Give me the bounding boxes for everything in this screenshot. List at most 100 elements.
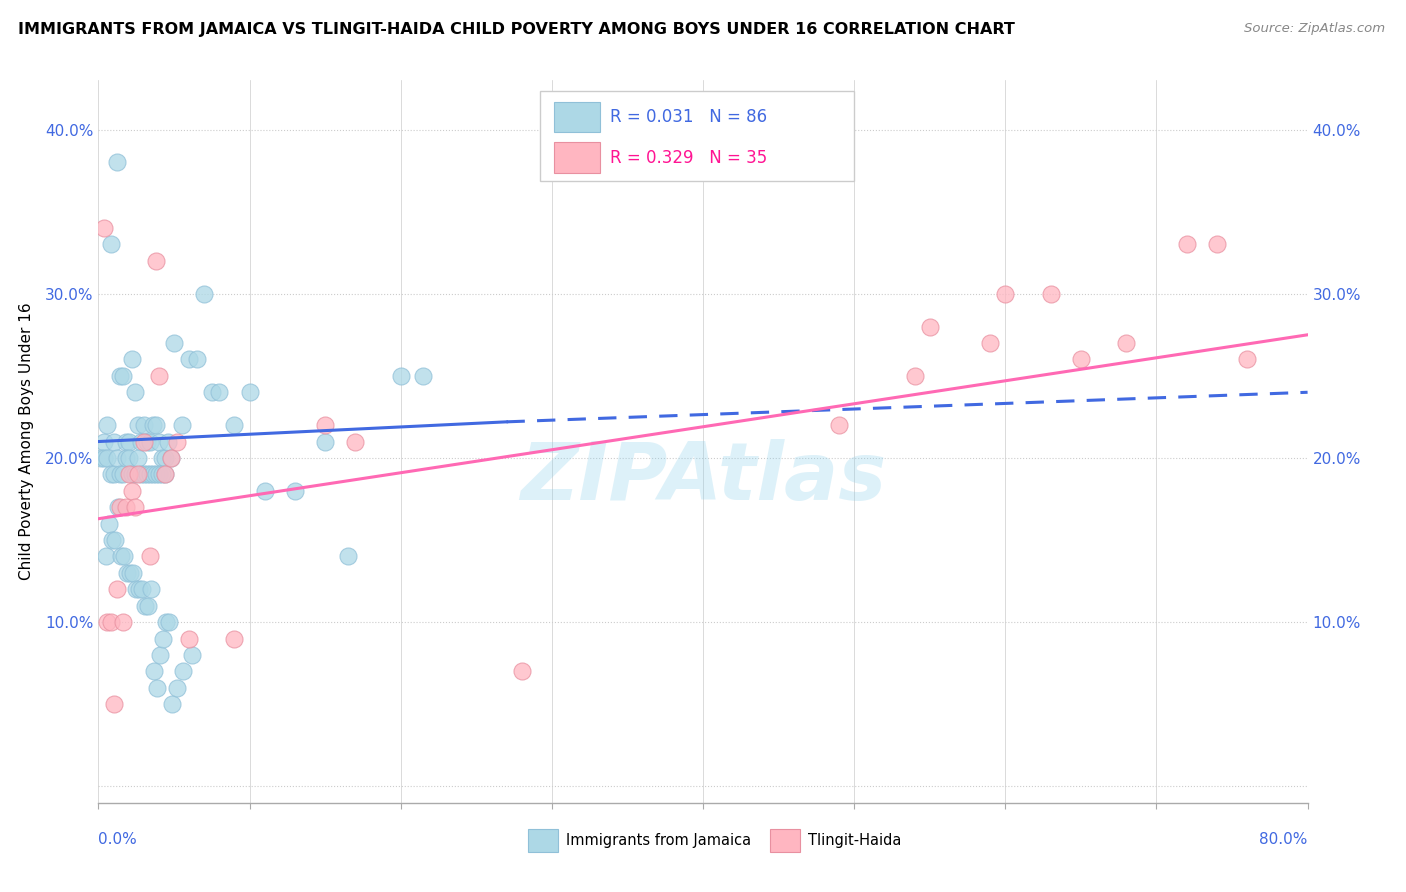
Point [127,467,149,482]
Text: R = 0.031   N = 86: R = 0.031 N = 86 [610,108,768,126]
Point [139,549,162,564]
Point [136,599,159,613]
Point [224,632,246,646]
Point [828,418,851,433]
Point [344,434,367,449]
Point [96,418,118,433]
Point [148,434,170,449]
Point [142,467,165,482]
Point [93,221,115,235]
Y-axis label: Child Poverty Among Boys Under 16: Child Poverty Among Boys Under 16 [18,302,34,581]
Point [114,434,136,449]
Point [155,615,177,630]
Point [145,253,167,268]
Point [224,418,246,433]
Text: Source: ZipAtlas.com: Source: ZipAtlas.com [1244,22,1385,36]
Point [127,450,149,465]
Point [105,582,128,597]
Point [336,549,359,564]
Point [139,467,162,482]
Point [112,549,135,564]
Point [94,549,117,564]
Text: ZIPAtlas: ZIPAtlas [520,439,886,516]
Point [98,516,121,531]
Text: R = 0.329   N = 35: R = 0.329 N = 35 [610,149,768,167]
Point [979,336,1001,351]
Point [179,352,201,367]
Text: Tlingit-Haida: Tlingit-Haida [808,833,901,848]
Point [1175,237,1198,252]
Point [148,368,170,383]
Point [208,385,231,400]
Text: IMMIGRANTS FROM JAMAICA VS TLINGIT-HAIDA CHILD POVERTY AMONG BOYS UNDER 16 CORRE: IMMIGRANTS FROM JAMAICA VS TLINGIT-HAIDA… [18,22,1015,37]
Point [93,434,115,449]
Point [108,368,131,383]
Point [412,368,434,383]
Point [152,632,174,646]
Point [148,467,170,482]
Text: 0.0%: 0.0% [98,831,138,847]
Point [132,418,155,433]
Point [1206,237,1229,252]
Point [129,434,152,449]
Point [314,418,336,433]
Point [146,681,169,695]
Point [108,500,131,515]
Point [124,467,146,482]
Point [111,467,134,482]
Point [153,450,176,465]
Point [201,385,224,400]
Point [159,615,181,630]
Point [110,549,132,564]
Point [105,155,128,169]
Point [111,368,134,383]
Point [111,615,134,630]
Point [145,418,167,433]
Point [118,434,141,449]
Point [93,450,115,465]
Point [153,467,176,482]
FancyBboxPatch shape [527,829,558,852]
Point [166,681,188,695]
Point [160,450,183,465]
Point [101,533,124,547]
Point [172,665,194,679]
Point [510,665,533,679]
Point [121,467,143,482]
Point [170,418,193,433]
Point [128,582,150,597]
Point [118,450,141,465]
Point [904,368,927,383]
Point [115,566,138,580]
Point [131,582,153,597]
Point [104,533,127,547]
Point [90,450,112,465]
Point [389,368,412,383]
Point [1236,352,1258,367]
Point [134,599,156,613]
Point [125,582,148,597]
Point [193,286,215,301]
FancyBboxPatch shape [769,829,800,852]
Point [1115,336,1137,351]
Point [166,434,188,449]
Point [114,500,136,515]
Point [153,467,176,482]
Point [314,434,336,449]
Point [181,648,204,662]
FancyBboxPatch shape [554,102,600,132]
Point [284,483,307,498]
Point [142,418,165,433]
Point [100,237,122,252]
Point [918,319,941,334]
Point [149,648,172,662]
Point [121,483,143,498]
Point [156,434,179,449]
Point [186,352,208,367]
Point [129,467,152,482]
FancyBboxPatch shape [554,143,600,173]
Point [994,286,1017,301]
Point [100,467,122,482]
Point [145,467,167,482]
Point [162,698,184,712]
